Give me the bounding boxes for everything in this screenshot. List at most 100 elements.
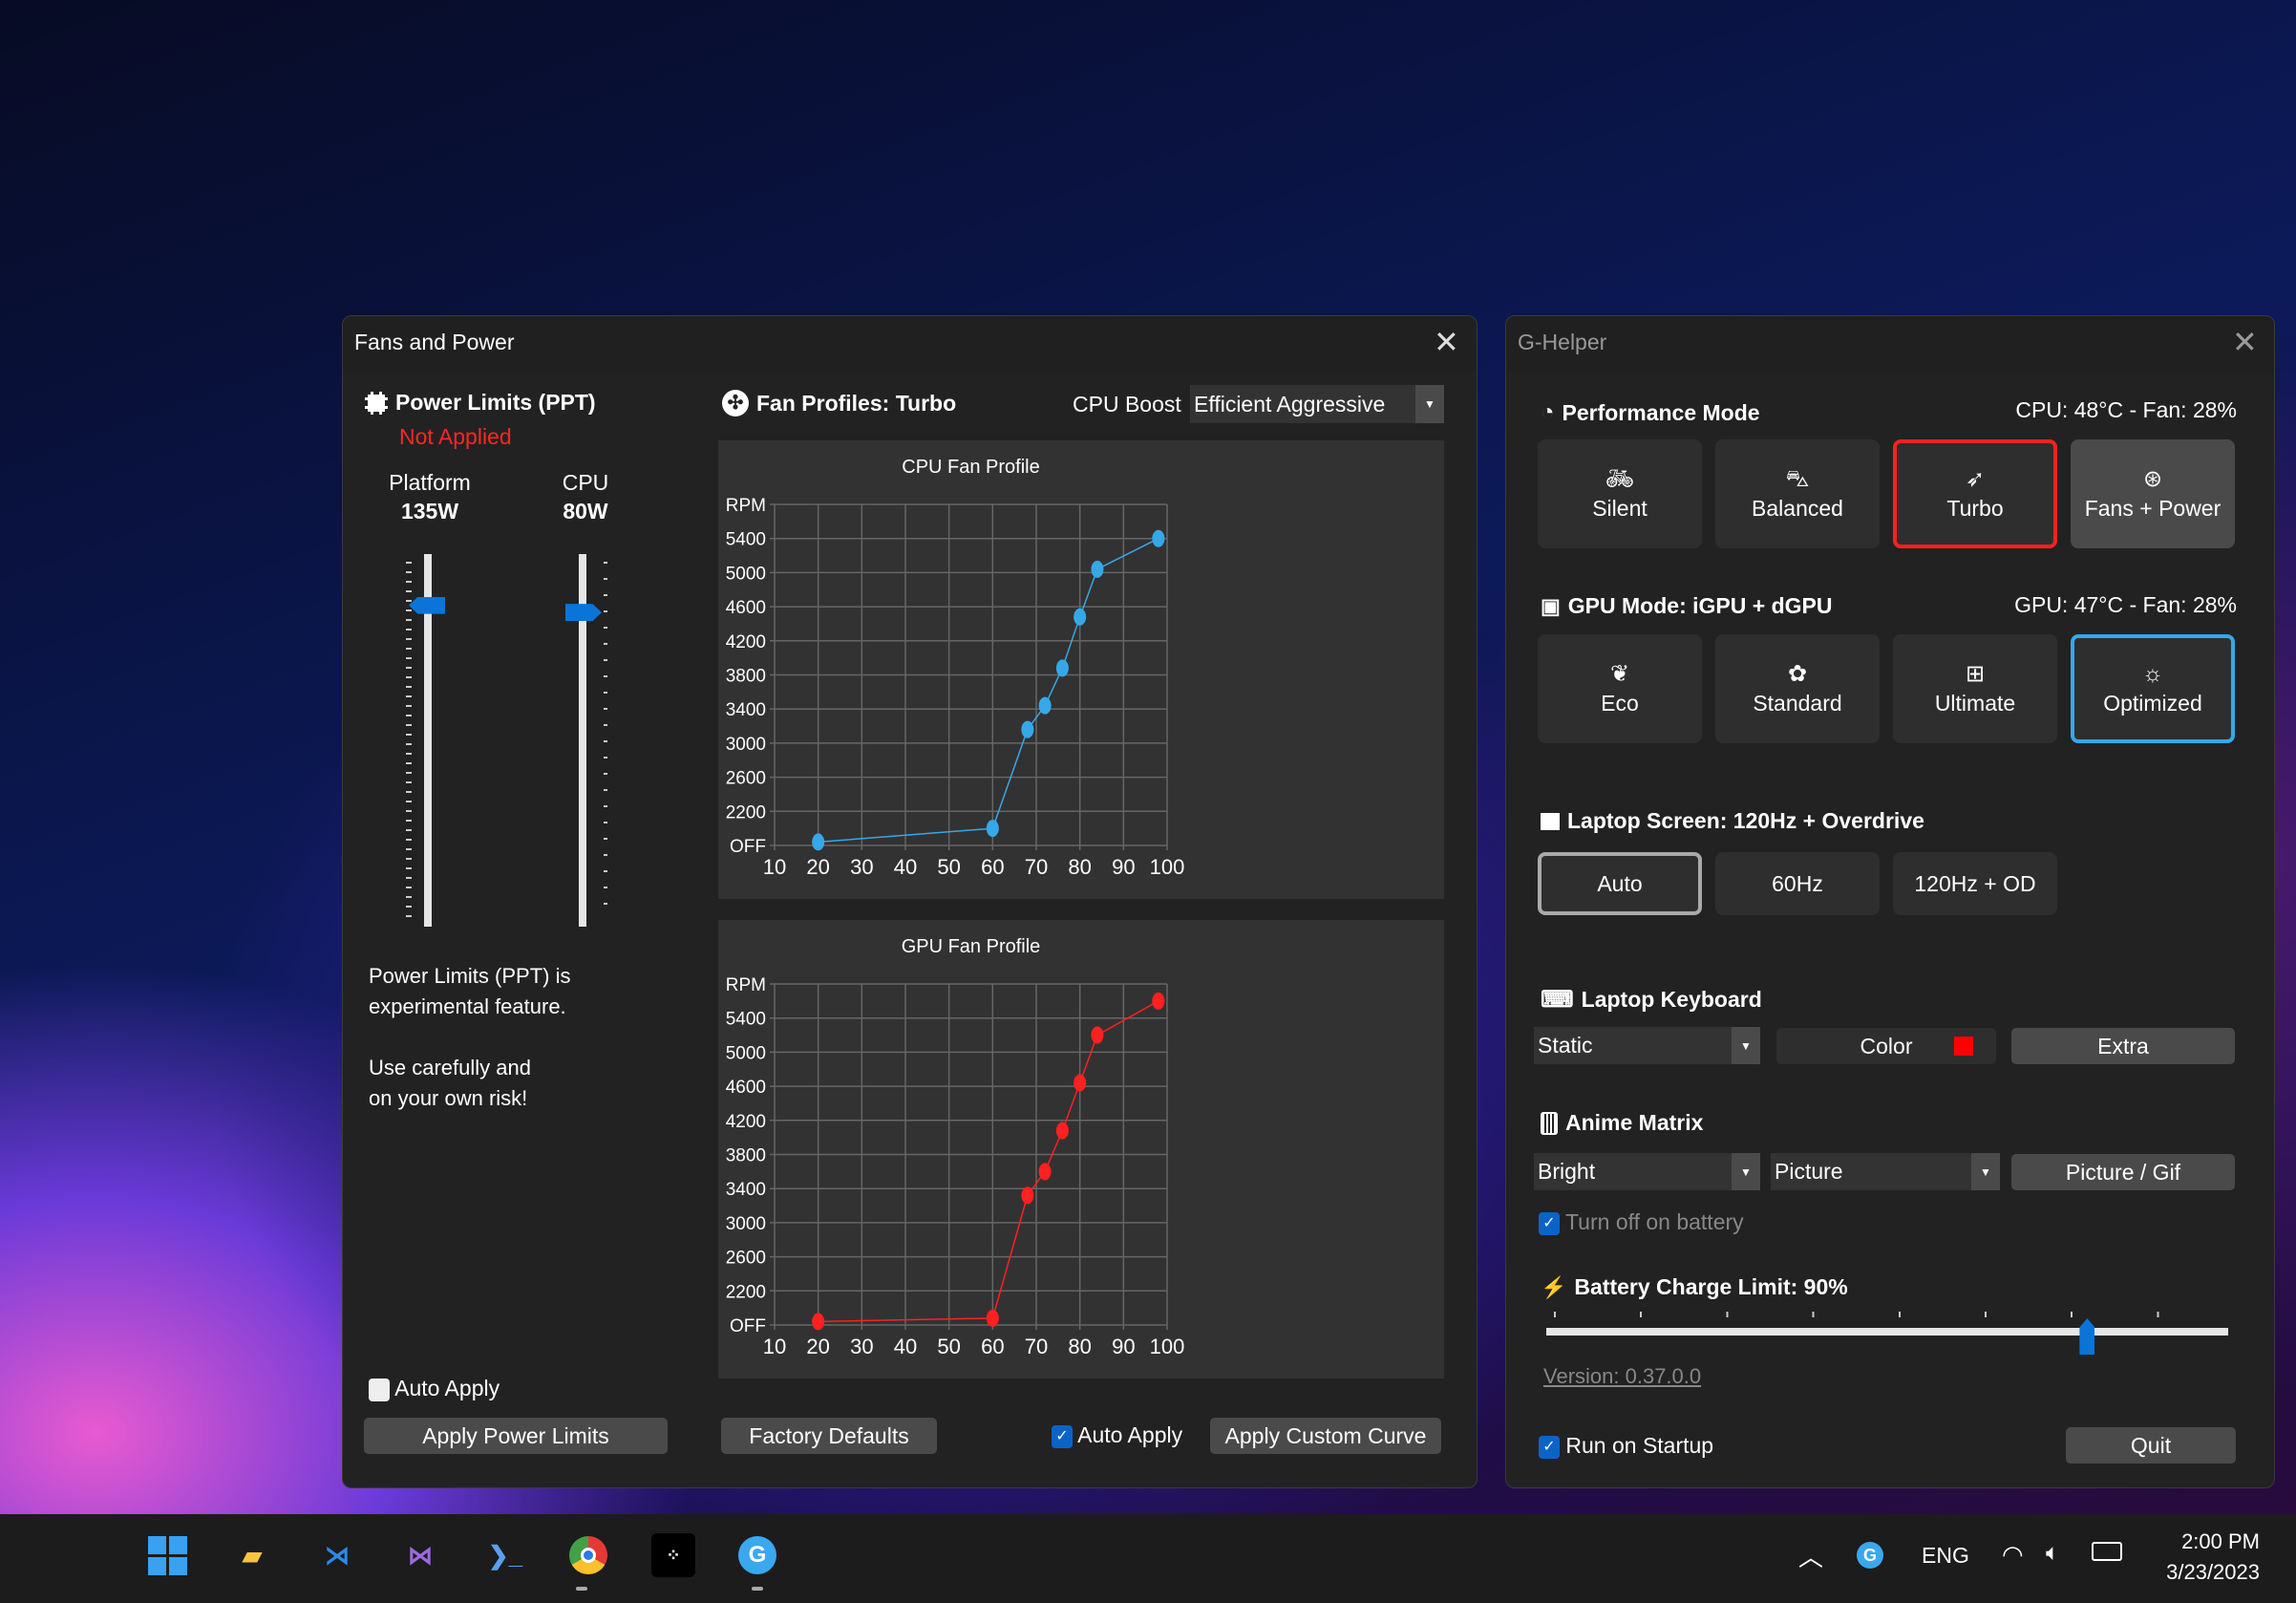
tidal-icon[interactable]: ⁘ (651, 1533, 695, 1577)
data-point[interactable] (1074, 608, 1087, 626)
keyboard-color-button[interactable]: Color (1776, 1028, 1996, 1064)
data-point[interactable] (1091, 1026, 1104, 1044)
run-on-startup-checkbox[interactable]: ✓ Run on Startup (1539, 1433, 1713, 1459)
close-icon[interactable]: ✕ (1434, 325, 1459, 359)
wifi-icon[interactable]: ◠ (2002, 1540, 2024, 1569)
clock[interactable]: 2:00 PM 3/23/2023 (2149, 1527, 2260, 1588)
vscode-icon[interactable]: ⋊ (325, 1540, 350, 1570)
y-tick-label: 3800 (726, 667, 766, 687)
slider-thumb[interactable] (2079, 1318, 2095, 1355)
leaf-icon: ❦ (1609, 660, 1630, 687)
anime-header: Anime Matrix (1541, 1110, 1703, 1136)
data-point[interactable] (986, 820, 999, 838)
cpu-value: 80W (563, 499, 608, 524)
battery-icon[interactable] (2092, 1542, 2122, 1561)
data-point[interactable] (1038, 1163, 1052, 1181)
mode-balanced-button[interactable]: ⛍ Balanced (1715, 439, 1880, 548)
chevron-down-icon[interactable]: ▼ (1971, 1153, 2000, 1190)
checkmark-icon[interactable]: ✓ (1052, 1424, 1073, 1448)
chevron-up-icon[interactable]: ︿ (1798, 1543, 1824, 1571)
screen-60hz-button[interactable]: 60Hz (1715, 852, 1880, 915)
quit-button[interactable]: Quit (2066, 1427, 2236, 1464)
cpu-slider[interactable] (554, 554, 611, 927)
y-tick-label: 2600 (726, 769, 766, 789)
chevron-down-icon[interactable]: ▼ (1415, 385, 1444, 423)
gpu-ultimate-button[interactable]: ⊞ Ultimate (1893, 634, 2057, 743)
x-tick-label: 60 (981, 855, 1004, 879)
x-tick-label: 100 (1150, 1335, 1185, 1358)
data-point[interactable] (812, 833, 825, 851)
fan-profiles-title: Fan Profiles: Turbo (756, 390, 957, 416)
mode-turbo-button[interactable]: ➶ Turbo (1893, 439, 2057, 548)
dropdown-value: Bright (1538, 1159, 1596, 1184)
factory-defaults-button[interactable]: Factory Defaults (721, 1418, 937, 1454)
curve-auto-apply-checkbox[interactable]: ✓ Auto Apply (1052, 1422, 1182, 1448)
screen-auto-button[interactable]: Auto (1538, 852, 1702, 915)
visual-studio-icon[interactable]: ⋈ (408, 1540, 433, 1570)
data-point[interactable] (812, 1313, 825, 1331)
cpu-boost-dropdown[interactable]: Efficient Aggressive ▼ (1190, 385, 1444, 423)
mode-silent-button[interactable]: 🚲︎ Silent (1538, 439, 1702, 548)
keyboard-mode-dropdown[interactable]: Static ▼ (1534, 1027, 1760, 1064)
cpu-status: CPU: 48°C - Fan: 28% (2015, 397, 2237, 422)
anime-brightness-dropdown[interactable]: Bright ▼ (1534, 1153, 1760, 1190)
x-tick-label: 10 (763, 1335, 786, 1358)
keyboard-icon: ⌨ (1541, 987, 1574, 1013)
keyboard-extra-button[interactable]: Extra (2011, 1028, 2235, 1064)
data-point[interactable] (1021, 720, 1034, 738)
data-point[interactable] (1021, 1186, 1034, 1205)
cpu-fan-chart[interactable]: CPU Fan Profile 10 20 30 40 50 60 70 80 90 100 OFF 2… (718, 440, 1444, 899)
powershell-icon[interactable]: ❯_ (487, 1540, 523, 1570)
data-point[interactable] (1152, 992, 1165, 1010)
x-tick-label: 60 (981, 1335, 1004, 1358)
speaker-icon[interactable]: 🔈︎ (2046, 1540, 2060, 1566)
title-bar[interactable]: Fans and Power ✕ (343, 316, 1477, 372)
gpu-standard-button[interactable]: ✿ Standard (1715, 634, 1880, 743)
platform-slider[interactable] (401, 554, 458, 927)
gpu-fan-chart[interactable]: GPU Fan Profile 10 20 30 40 50 60 70 80 90 100 OFF 2… (718, 920, 1444, 1379)
data-point[interactable] (1152, 529, 1165, 547)
data-point[interactable] (1055, 1122, 1069, 1140)
window-title: Fans and Power (354, 330, 515, 354)
apply-custom-curve-button[interactable]: Apply Custom Curve (1210, 1418, 1441, 1454)
picture-gif-button[interactable]: Picture / Gif (2011, 1154, 2235, 1190)
data-point[interactable] (986, 1309, 999, 1327)
apply-power-limits-button[interactable]: Apply Power Limits (364, 1418, 668, 1454)
version-link[interactable]: Version: 0.37.0.0 (1543, 1364, 1702, 1388)
mode-label: Silent (1592, 495, 1648, 521)
chip-icon (365, 391, 388, 415)
chrome-icon[interactable] (566, 1533, 610, 1577)
ghelper-taskbar-icon[interactable]: G (735, 1533, 779, 1577)
screen-120hz-od-button[interactable]: 120Hz + OD (1893, 852, 2057, 915)
data-point[interactable] (1091, 560, 1104, 578)
anime-mode-dropdown[interactable]: Picture ▼ (1771, 1153, 2000, 1190)
slider-thumb[interactable] (409, 596, 445, 614)
checkbox-unchecked-icon[interactable] (369, 1378, 390, 1401)
gpu-optimized-button[interactable]: ☼ Optimized (2071, 634, 2235, 743)
chevron-down-icon[interactable]: ▼ (1732, 1153, 1760, 1190)
checkmark-icon[interactable]: ✓ (1539, 1211, 1560, 1235)
turn-off-battery-checkbox[interactable]: ✓ Turn off on battery (1539, 1209, 1744, 1235)
chevron-down-icon[interactable]: ▼ (1732, 1027, 1760, 1064)
y-tick-label: 5000 (726, 564, 766, 584)
start-icon[interactable] (145, 1533, 189, 1577)
x-tick-label: 70 (1025, 1335, 1048, 1358)
data-point[interactable] (1038, 696, 1052, 715)
ghelper-tray-icon[interactable]: G (1857, 1542, 1883, 1569)
data-point[interactable] (1074, 1074, 1087, 1092)
title-bar[interactable]: G-Helper ✕ (1506, 316, 2274, 372)
language-indicator[interactable]: ENG (1922, 1543, 1969, 1568)
slider-track (1546, 1328, 2228, 1336)
mode-fans-power-button[interactable]: ⊛ Fans + Power (2071, 439, 2235, 548)
checkmark-icon[interactable]: ✓ (1539, 1435, 1560, 1459)
ppt-auto-apply-checkbox[interactable]: Auto Apply (369, 1376, 500, 1401)
battery-limit-slider[interactable] (1546, 1309, 2228, 1357)
file-explorer-icon[interactable]: ▰ (243, 1540, 262, 1570)
data-point[interactable] (1055, 659, 1069, 677)
taskbar (0, 1514, 2296, 1603)
close-icon[interactable]: ✕ (2232, 325, 2258, 359)
x-tick-label: 30 (850, 855, 873, 879)
keyboard-header: ⌨ Laptop Keyboard (1541, 986, 1762, 1014)
gpu-eco-button[interactable]: ❦ Eco (1538, 634, 1702, 743)
slider-thumb[interactable] (565, 604, 602, 622)
